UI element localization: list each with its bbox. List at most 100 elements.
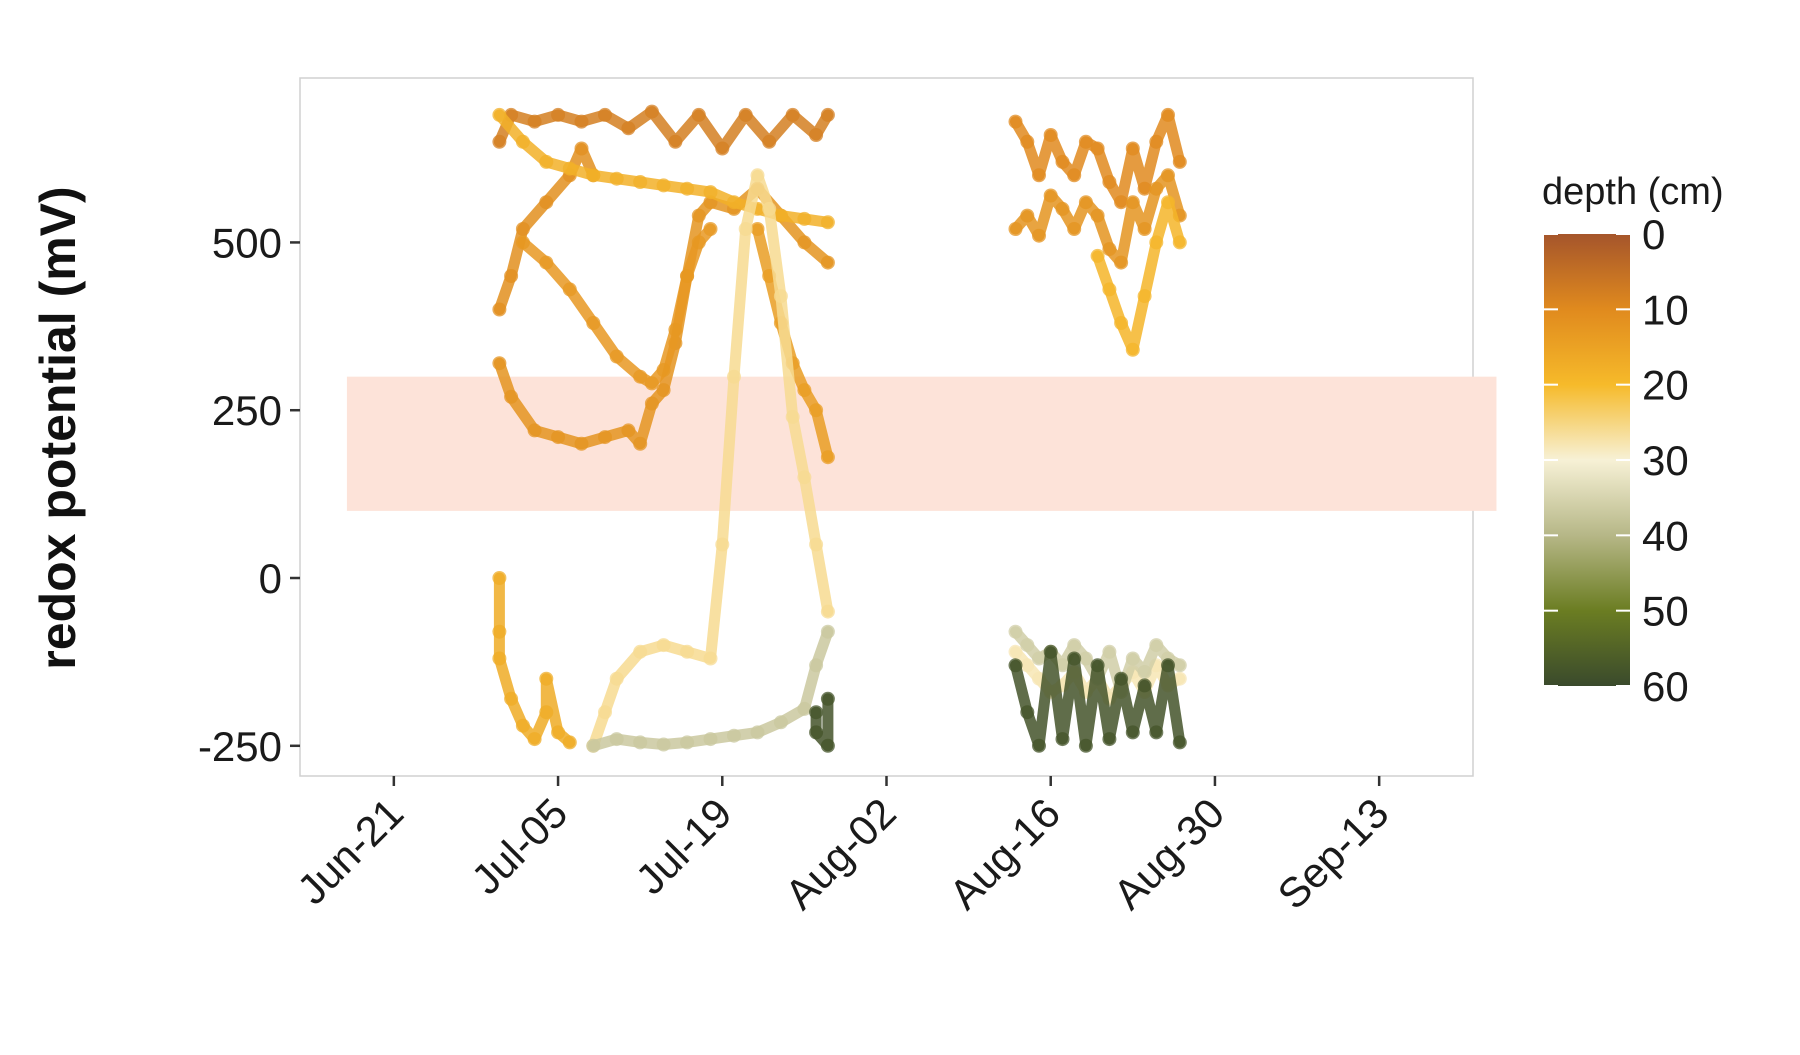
data-point [551,430,566,445]
series-depth-58 [1008,644,1187,753]
data-point [809,725,824,740]
data-point [1090,208,1105,223]
data-point [1043,128,1058,142]
data-point [762,134,777,149]
y-axis-label: redox potential (mV) [30,186,86,669]
data-point [1102,644,1117,659]
data-point [598,107,612,122]
data-point [1137,289,1152,304]
data-point [1125,195,1140,210]
data-point [703,185,718,200]
x-tick-label: Jul-19 [627,789,741,903]
data-point [1008,658,1023,673]
data-point [656,737,671,752]
data-point [656,363,671,377]
data-point [680,181,695,196]
data-point [1020,638,1035,653]
data-point [785,107,800,122]
data-point [1020,658,1035,673]
data-point [492,356,507,371]
data-point [680,269,695,283]
data-point [1114,671,1129,686]
series-depth-37 [586,624,835,753]
data-point [1102,175,1117,189]
series-depth-58 [809,691,835,753]
data-point [1032,228,1046,243]
data-point [515,134,530,149]
data-point [1078,651,1093,666]
x-tick-label: Aug-02 [776,789,905,918]
data-point [492,571,507,585]
reference-band [346,376,1497,511]
data-point [504,691,519,706]
data-point [586,316,601,330]
series-depth-19 [1090,195,1187,357]
data-point [1137,678,1152,693]
data-point [1020,134,1035,149]
data-point [1172,671,1187,686]
data-point [797,383,812,398]
data-point [1067,168,1082,183]
data-point [492,624,507,639]
data-point [1032,738,1046,753]
data-point [1067,651,1082,666]
legend-label: 20 [1642,362,1689,409]
data-point [797,235,812,250]
data-point [1032,168,1046,183]
data-point [691,107,706,122]
data-point [1032,651,1046,666]
data-point [820,604,835,619]
data-point [1137,181,1152,196]
data-point [797,701,812,716]
data-point [1020,705,1035,720]
data-point [609,732,624,747]
data-point [562,735,577,750]
data-point [691,208,706,223]
data-point [1114,316,1129,330]
data-point [820,255,835,270]
data-point [621,423,636,438]
x-axis: Jun-21 Jul-05 Jul-19 Aug-02 Aug-16 Aug-30 Sep-… [288,776,1398,918]
series-depth-17 [492,571,577,750]
data-point [621,121,636,136]
data-point [1172,154,1187,169]
legend-label: 60 [1642,663,1689,710]
data-point [609,671,624,686]
data-point [1067,638,1082,653]
data-point [785,409,800,424]
series-depth-8 [492,104,835,156]
data-point [797,470,812,485]
data-point [1043,644,1058,659]
data-point [750,168,765,183]
data-point [820,624,835,639]
y-tick-label: 500 [212,219,282,266]
data-point [539,705,554,720]
data-point [715,537,730,552]
data-point [820,691,835,706]
reference-band-layer [346,376,1497,511]
series-layer [492,104,1187,753]
data-point [656,638,671,653]
data-point [1114,255,1129,270]
series-depth-11 [492,141,601,317]
data-point [656,383,671,398]
data-point [1078,134,1093,149]
data-point [820,215,835,230]
data-point [598,705,612,720]
data-point [539,154,554,169]
data-point [1102,282,1117,297]
data-point [574,114,589,129]
data-point [1149,181,1164,196]
data-point [1161,107,1175,122]
data-point [574,436,589,451]
data-point [668,322,683,337]
legend-ticks: 0 10 20 30 40 50 60 [1544,211,1689,710]
data-point [492,651,507,666]
x-tick-label: Jul-05 [462,789,576,903]
data-point [562,161,577,176]
data-point [1125,342,1140,357]
data-point [609,349,624,364]
data-point [562,282,577,297]
legend-label: 40 [1642,512,1689,559]
